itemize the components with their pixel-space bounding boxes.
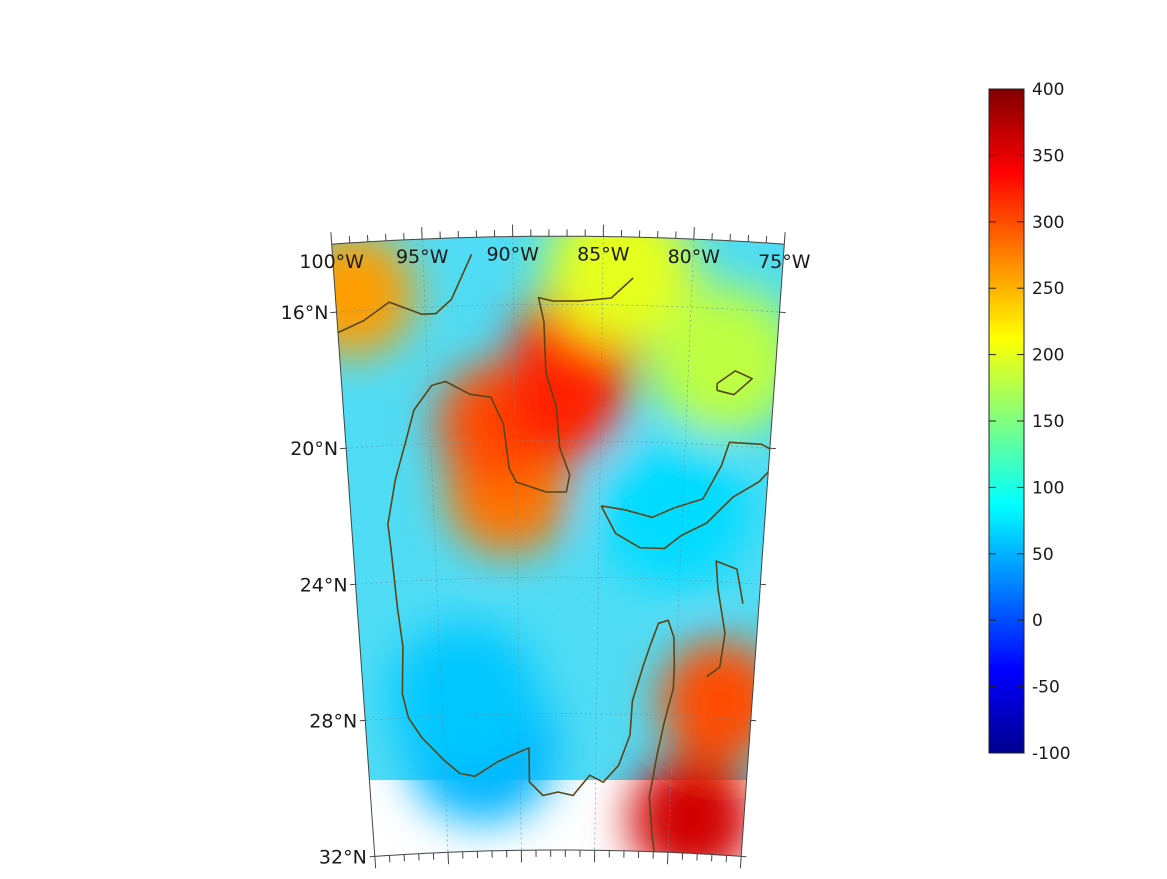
colorbar-tick-label: 200: [1032, 346, 1064, 366]
tick-mark: [331, 232, 332, 244]
longitude-label: 75°W: [758, 251, 811, 273]
longitude-label: 80°W: [668, 246, 721, 268]
field-high-area: [499, 338, 623, 462]
tick-mark: [448, 852, 449, 864]
colorbar-tick-label: 0: [1032, 611, 1043, 631]
tick-mark: [694, 227, 695, 239]
field-low-area: [599, 436, 749, 586]
data-field: [100, 60, 1000, 875]
tick-mark: [667, 852, 668, 864]
latitude-label: 24°N: [300, 574, 348, 596]
tick-mark: [740, 856, 741, 868]
colorbar-tick-label: 100: [1032, 478, 1064, 498]
latitude-label: 16°N: [281, 302, 329, 324]
longitude-label: 95°W: [396, 246, 449, 268]
longitude-label: 85°W: [577, 244, 630, 266]
field-low-area: [390, 623, 540, 773]
colorbar-tick-label: 150: [1032, 412, 1064, 432]
latitude-label: 32°N: [319, 846, 367, 868]
tick-mark: [422, 227, 423, 239]
longitude-label: 90°W: [486, 244, 539, 266]
longitude-label: 100°W: [299, 251, 364, 273]
tick-mark: [375, 856, 376, 868]
tick-mark: [784, 232, 785, 244]
colorbar-tick-label: -100: [1032, 744, 1071, 764]
colorbar-tick-label: 50: [1032, 545, 1054, 565]
colorbar-tick-label: 250: [1032, 279, 1064, 299]
latitude-label: 28°N: [309, 710, 357, 732]
latitude-label: 20°N: [290, 438, 338, 460]
colorbar-tick-label: 400: [1032, 80, 1064, 100]
colorbar-tick-label: 300: [1032, 213, 1064, 233]
colorbar-tick-label: 350: [1032, 146, 1064, 166]
colorbar-tick-label: -50: [1032, 678, 1060, 698]
colorbar: 400 350 300 250 200 150 100 50 0 -50 -100: [989, 80, 1071, 764]
